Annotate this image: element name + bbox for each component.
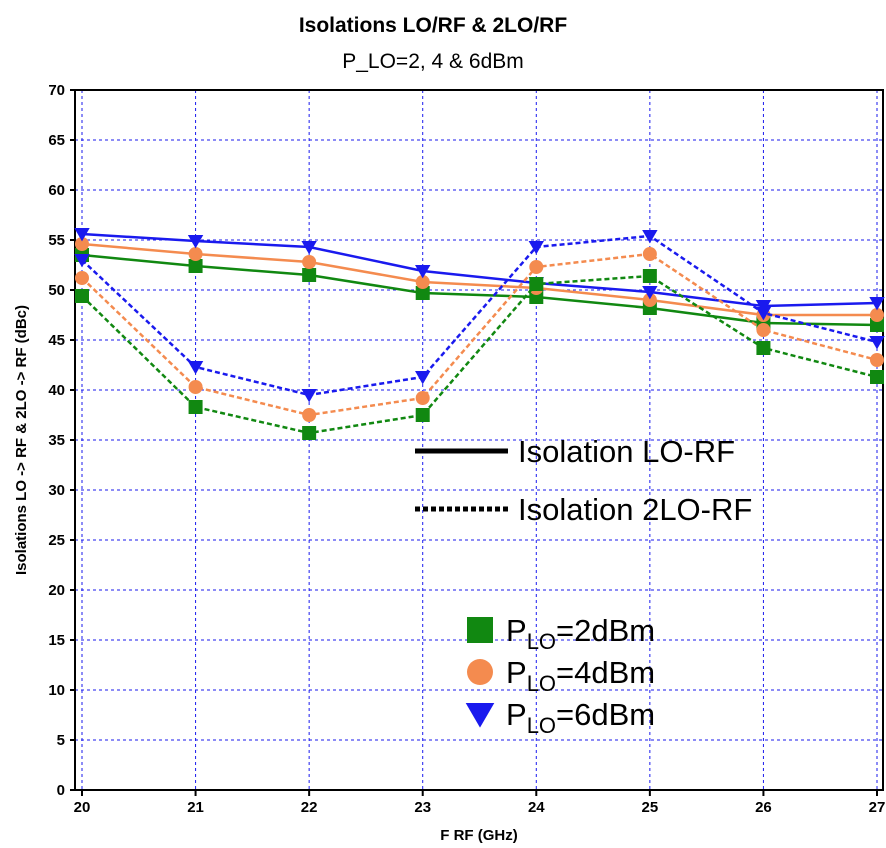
data-point-2lo_4 bbox=[302, 408, 317, 422]
series-line-lo_2 bbox=[81, 253, 878, 327]
y-tick-label: 50 bbox=[48, 282, 65, 299]
data-point-lo_4 bbox=[75, 237, 89, 251]
y-tick-label: 10 bbox=[48, 682, 65, 699]
y-tick-label: 0 bbox=[57, 782, 65, 799]
line-style-legend: Isolation LO-RF Isolation 2LO-RF bbox=[415, 434, 752, 527]
data-point-2lo_6 bbox=[187, 361, 204, 375]
data-point-2lo_2 bbox=[756, 341, 771, 355]
x-tick-label: 26 bbox=[755, 799, 772, 816]
data-point-2lo_4 bbox=[642, 247, 657, 261]
data-point-2lo_6 bbox=[74, 254, 90, 268]
data-point-lo_4 bbox=[870, 308, 884, 322]
x-tick-label: 21 bbox=[187, 799, 204, 816]
y-tick-label: 15 bbox=[48, 632, 65, 649]
y-tick-label: 40 bbox=[48, 382, 65, 399]
x-tick-label: 24 bbox=[528, 799, 545, 816]
data-point-2lo_2 bbox=[188, 400, 203, 414]
x-tick-label: 25 bbox=[642, 799, 659, 816]
data-point-2lo_6 bbox=[415, 371, 431, 385]
data-point-2lo_2 bbox=[415, 408, 430, 422]
chart-title: Isolations LO/RF & 2LO/RF bbox=[299, 14, 568, 37]
data-point-2lo_4 bbox=[529, 260, 544, 274]
data-point-2lo_4 bbox=[188, 380, 203, 394]
data-point-2lo_4 bbox=[756, 323, 771, 337]
y-tick-label: 30 bbox=[48, 482, 65, 499]
series-2lo_4 bbox=[75, 247, 884, 422]
data-series bbox=[74, 228, 885, 440]
data-point-lo_2 bbox=[188, 259, 203, 273]
legend-marker-label: PLO=2dBm bbox=[506, 613, 655, 654]
series-line-2lo_2 bbox=[81, 274, 878, 435]
data-point-lo_6 bbox=[187, 235, 204, 249]
series-line-lo_6 bbox=[81, 232, 878, 308]
data-point-2lo_2 bbox=[302, 426, 317, 440]
series-line-lo_4 bbox=[81, 242, 877, 317]
y-tick-label: 20 bbox=[48, 582, 65, 599]
data-point-2lo_2 bbox=[75, 289, 89, 303]
series-lo_6 bbox=[74, 228, 885, 314]
data-point-lo_2 bbox=[302, 268, 317, 282]
axis-ticks: 0 5 10 15 20 25 30 35 40 45 50 55 60 65 70 20 21 22 23 24 25… bbox=[48, 82, 885, 816]
y-tick-label: 65 bbox=[48, 132, 65, 149]
data-point-2lo_4 bbox=[75, 271, 89, 285]
data-point-2lo_2 bbox=[529, 277, 544, 291]
x-tick-label: 20 bbox=[74, 799, 91, 816]
data-point-lo_4 bbox=[415, 275, 430, 289]
data-point-2lo_6 bbox=[528, 241, 544, 255]
legend-line-label: Isolation LO-RF bbox=[518, 434, 735, 469]
data-point-lo_4 bbox=[302, 255, 317, 269]
y-tick-label: 45 bbox=[48, 332, 65, 349]
data-point-2lo_6 bbox=[869, 336, 885, 350]
chart-subtitle: P_LO=2, 4 & 6dBm bbox=[342, 50, 524, 73]
data-point-lo_4 bbox=[188, 247, 203, 261]
x-tick-label: 27 bbox=[869, 799, 886, 816]
y-tick-label: 55 bbox=[48, 232, 65, 249]
y-tick-label: 70 bbox=[48, 82, 65, 99]
data-point-2lo_6 bbox=[755, 307, 772, 321]
data-point-2lo_4 bbox=[870, 353, 884, 367]
legend-marker-circle bbox=[467, 659, 493, 685]
legend-marker-triangle bbox=[465, 702, 495, 728]
data-point-lo_4 bbox=[642, 293, 657, 307]
legend-marker-label: PLO=6dBm bbox=[506, 697, 655, 738]
y-tick-label: 35 bbox=[48, 432, 65, 449]
x-tick-label: 22 bbox=[301, 799, 318, 816]
series-2lo_2 bbox=[75, 269, 884, 440]
data-point-2lo_4 bbox=[415, 391, 430, 405]
data-point-2lo_2 bbox=[870, 370, 884, 384]
data-point-2lo_2 bbox=[642, 269, 657, 283]
data-point-lo_6 bbox=[74, 228, 90, 242]
series-2lo_6 bbox=[74, 230, 885, 403]
data-point-lo_6 bbox=[869, 297, 885, 311]
legend-marker-square bbox=[467, 617, 493, 643]
y-axis-label: Isolations LO -> RF & 2LO -> RF (dBc) bbox=[13, 305, 30, 575]
x-tick-label: 23 bbox=[414, 799, 431, 816]
x-axis-label: F RF (GHz) bbox=[440, 827, 517, 844]
data-point-lo_6 bbox=[415, 265, 431, 279]
data-point-lo_6 bbox=[301, 241, 317, 255]
legend-marker-label: PLO=4dBm bbox=[506, 655, 655, 696]
y-tick-label: 60 bbox=[48, 182, 65, 199]
y-tick-label: 5 bbox=[57, 732, 65, 749]
y-tick-label: 25 bbox=[48, 532, 65, 549]
series-line-2lo_4 bbox=[81, 252, 878, 417]
legend-line-label: Isolation 2LO-RF bbox=[518, 492, 752, 527]
series-line-2lo_6 bbox=[81, 234, 878, 397]
grid-lines bbox=[75, 90, 883, 790]
data-point-lo_6 bbox=[755, 300, 772, 314]
data-point-2lo_6 bbox=[642, 230, 658, 244]
data-point-2lo_6 bbox=[301, 389, 317, 403]
data-point-lo_6 bbox=[642, 286, 658, 300]
data-point-lo_2 bbox=[415, 286, 430, 300]
data-point-lo_2 bbox=[870, 318, 884, 332]
